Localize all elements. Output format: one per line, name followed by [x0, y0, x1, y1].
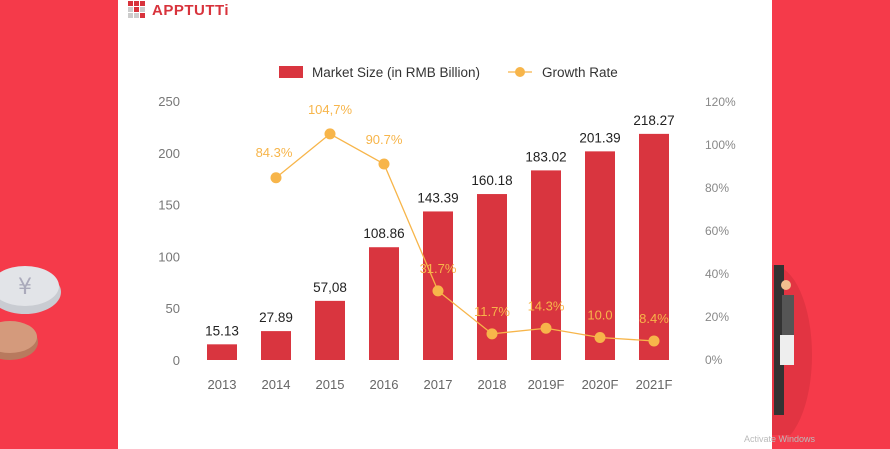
bar-value-label: 201.39	[579, 130, 620, 145]
logo-icon	[128, 1, 145, 18]
logo: APPTUTTi	[128, 1, 229, 19]
bar-value-label: 218.27	[633, 113, 674, 128]
y2-tick-label: 20%	[705, 310, 729, 324]
bar	[639, 133, 669, 360]
growth-value-label: 8.4%	[639, 311, 669, 326]
legend-bar-swatch	[279, 66, 303, 78]
bar-value-label: 27.89	[259, 310, 293, 325]
y-tick-label: 100	[158, 249, 180, 264]
y2-tick-label: 60%	[705, 224, 729, 238]
bar-value-label: 160.18	[471, 173, 512, 188]
bar	[315, 300, 345, 360]
growth-point	[270, 172, 282, 184]
legend-line-label: Growth Rate	[542, 65, 618, 80]
growth-value-label: 104,7%	[308, 102, 353, 117]
x-tick-label: 2013	[208, 377, 237, 392]
x-tick-label: 2020F	[582, 377, 619, 392]
bar-value-label: 143.39	[417, 190, 458, 205]
people-illustration	[772, 265, 812, 435]
growth-point	[432, 285, 444, 297]
y-tick-label: 250	[158, 94, 180, 109]
bar-value-label: 183.02	[525, 149, 566, 164]
growth-point	[540, 322, 552, 334]
bar	[261, 331, 291, 360]
x-tick-label: 2016	[370, 377, 399, 392]
bar	[207, 344, 237, 360]
growth-point	[594, 332, 606, 343]
growth-point	[486, 328, 498, 340]
legend-bar-label: Market Size (in RMB Billion)	[312, 65, 480, 80]
growth-value-label: 10.0	[587, 308, 612, 323]
y-tick-label: 0	[173, 353, 180, 368]
growth-value-label: 11.7%	[474, 304, 510, 319]
y-tick-label: 150	[158, 198, 180, 213]
x-tick-label: 2021F	[636, 377, 673, 392]
growth-line	[275, 133, 655, 342]
x-tick-label: 2015	[316, 377, 345, 392]
x-tick-label: 2017	[424, 377, 453, 392]
coins-illustration: ¥	[0, 266, 61, 360]
bar	[585, 151, 615, 360]
y2-tick-label: 0%	[705, 353, 723, 367]
svg-text:¥: ¥	[18, 275, 32, 300]
growth-point	[378, 158, 390, 170]
bar	[369, 247, 399, 360]
x-tick-label: 2018	[478, 377, 507, 392]
growth-point	[648, 335, 660, 347]
growth-value-label: 84.3%	[256, 145, 293, 160]
growth-point	[324, 128, 336, 140]
growth-value-label: 14.3%	[528, 298, 565, 313]
y2-tick-label: 100%	[705, 138, 736, 152]
bar-value-label: 15.13	[205, 323, 239, 338]
bar-value-label: 108.86	[363, 226, 404, 241]
bar-value-label: 57,08	[313, 280, 347, 295]
y-tick-label: 200	[158, 146, 180, 161]
y2-tick-label: 120%	[705, 95, 736, 109]
growth-value-label: 31.7%	[420, 261, 457, 276]
y2-tick-label: 80%	[705, 181, 729, 195]
legend-line-marker	[515, 67, 525, 77]
y2-tick-label: 40%	[705, 267, 729, 281]
growth-value-label: 90.7%	[366, 132, 403, 147]
y-tick-label: 50	[166, 301, 180, 316]
windows-watermark: Activate Windows	[744, 434, 816, 444]
x-tick-label: 2019F	[528, 377, 565, 392]
logo-text: APPTUTTi	[152, 1, 230, 19]
x-tick-label: 2014	[262, 377, 291, 392]
